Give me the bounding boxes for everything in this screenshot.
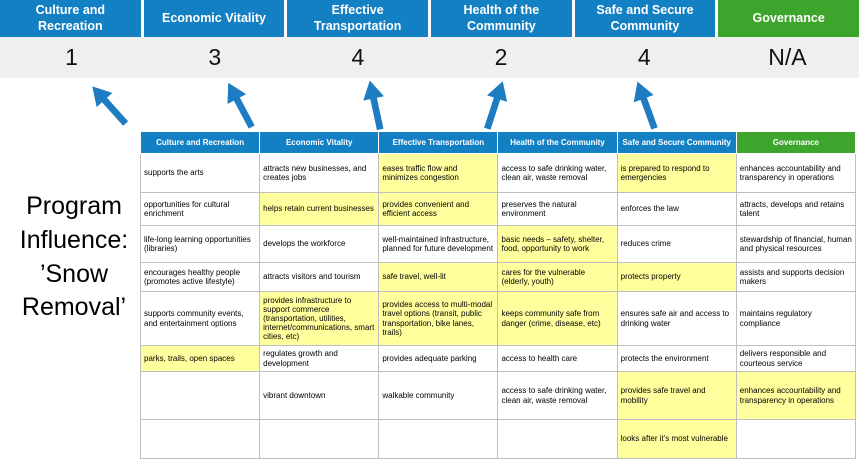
matrix-cell: opportunities for cultural enrichment xyxy=(139,192,261,226)
influence-arrow-economic xyxy=(227,82,255,129)
matrix-cell: ensures safe air and access to drinking … xyxy=(616,291,737,346)
category-header-health-of-the-community: Health of the Community xyxy=(431,0,572,37)
category-header-governance: Governance xyxy=(718,0,859,37)
matrix-cell: provides safe travel and mobility xyxy=(616,371,737,420)
matrix-cell: attracts visitors and tourism xyxy=(259,262,380,292)
matrix-cell: develops the workforce xyxy=(259,225,380,263)
score-health-of-the-community: 2 xyxy=(494,44,508,70)
table-row: vibrant downtown walkable community access… xyxy=(139,371,857,420)
matrix-header-effective-transportation: Effective Transportation xyxy=(378,131,499,154)
matrix-cell: regulates growth and development xyxy=(259,345,380,372)
category-header-economic-vitality: Economic Vitality xyxy=(143,0,285,37)
influence-table: Culture and Recreation Economic Vitality E… xyxy=(139,131,857,459)
matrix-cell: reduces crime xyxy=(616,225,737,263)
matrix-cell: keeps community safe from danger (crime,… xyxy=(497,291,618,346)
matrix-header-culture-and-recreation: Culture and Recreation xyxy=(139,131,261,154)
matrix-cell: walkable community xyxy=(378,371,499,420)
matrix-cell: provides adequate parking xyxy=(378,345,499,372)
table-row: supports community events, and entertain… xyxy=(139,291,857,346)
matrix-cell: attracts, develops and retains talent xyxy=(735,192,857,226)
score-row: 1 3 4 2 4 N/A xyxy=(0,37,859,78)
table-row: life-long learning opportunities (librar… xyxy=(139,225,857,263)
matrix-body: supports the arts attracts new businesses… xyxy=(139,153,857,459)
score-economic-vitality: 3 xyxy=(208,44,222,70)
matrix-cell: provides infrastructure to support comme… xyxy=(259,291,380,346)
matrix-cell: provides access to multi-modal travel op… xyxy=(378,291,499,346)
matrix-cell: is prepared to respond to emergencies xyxy=(616,153,737,193)
matrix-cell xyxy=(378,419,499,459)
influence-arrow-culture xyxy=(92,86,129,126)
matrix-cell: assists and supports decision makers xyxy=(735,262,857,292)
matrix-cell: enhances accountability and transparency… xyxy=(735,371,857,420)
score-culture-and-recreation: 1 xyxy=(65,44,78,70)
matrix-cell xyxy=(139,371,261,420)
matrix-cell xyxy=(735,419,857,459)
table-row: supports the arts attracts new businesses… xyxy=(139,153,857,193)
matrix-cell: looks after it's most vulnerable xyxy=(616,419,737,459)
matrix-cell: vibrant downtown xyxy=(259,371,380,420)
matrix-cell: cares for the vulnerable (elderly, youth… xyxy=(497,262,618,292)
matrix-cell xyxy=(139,419,261,459)
matrix-cell: life-long learning opportunities (librar… xyxy=(139,225,261,263)
matrix-cell: encourages healthy people (promotes acti… xyxy=(139,262,261,292)
matrix-cell xyxy=(259,419,380,459)
matrix-cell: provides convenient and efficient access xyxy=(378,192,499,226)
score-governance: N/A xyxy=(768,44,807,70)
program-title: Program Influence: ’Snow Removal’ xyxy=(19,192,129,322)
matrix-cell: supports the arts xyxy=(139,153,261,193)
matrix-cell: protects property xyxy=(616,262,737,292)
influence-arrow-safety xyxy=(633,81,658,130)
matrix-cell: helps retain current businesses xyxy=(259,192,380,226)
matrix-header-economic-vitality: Economic Vitality xyxy=(259,131,380,154)
matrix-cell: attracts new businesses, and creates job… xyxy=(259,153,380,193)
matrix-cell xyxy=(497,419,618,459)
matrix-cell: stewardship of financial, human and phys… xyxy=(735,225,857,263)
matrix-cell: well-maintained infrastructure, planned … xyxy=(378,225,499,263)
matrix-cell: access to health care xyxy=(497,345,618,372)
category-header-effective-transportation: Effective Transportation xyxy=(287,0,428,37)
matrix-cell: preserves the natural environment xyxy=(497,192,618,226)
matrix-cell: delivers responsible and courteous servi… xyxy=(735,345,857,372)
matrix-header-governance: Governance xyxy=(735,131,857,154)
score-safe-and-secure-community: 4 xyxy=(637,44,651,70)
matrix-cell: access to safe drinking water, clean air… xyxy=(497,371,618,420)
influence-arrow-health xyxy=(484,81,508,130)
matrix-cell: enhances accountability and transparency… xyxy=(735,153,857,193)
category-header-row: Culture and Recreation Economic Vitality E… xyxy=(0,0,859,37)
matrix-cell: basic needs – safety, shelter, food, opp… xyxy=(497,225,618,263)
matrix-cell: parks, trails, open spaces xyxy=(139,345,261,372)
influence-arrow-transportation xyxy=(363,80,384,131)
table-row: encourages healthy people (promotes acti… xyxy=(139,262,857,292)
table-row: opportunities for cultural enrichment hel… xyxy=(139,192,857,226)
matrix-cell: safe travel, well-lit xyxy=(378,262,499,292)
matrix-cell: supports community events, and entertain… xyxy=(139,291,261,346)
matrix-cell: maintains regulatory compliance xyxy=(735,291,857,346)
category-header-safe-and-secure-community: Safe and Secure Community xyxy=(574,0,716,37)
table-row: parks, trails, open spaces regulates grow… xyxy=(139,345,857,372)
matrix-header-health-of-the-community: Health of the Community xyxy=(497,131,618,154)
category-header-culture-and-recreation: Culture and Recreation xyxy=(0,0,141,37)
matrix-cell: access to safe drinking water, clean air… xyxy=(497,153,618,193)
table-row: looks after it's most vulnerable xyxy=(139,419,857,459)
score-effective-transportation: 4 xyxy=(351,44,365,70)
matrix-cell: enforces the law xyxy=(616,192,737,226)
matrix-cell: eases traffic flow and minimizes congest… xyxy=(378,153,499,193)
matrix-header-safe-and-secure-community: Safe and Secure Community xyxy=(616,131,737,154)
matrix-header-row: Culture and Recreation Economic Vitality E… xyxy=(139,131,857,154)
matrix-cell: protects the environment xyxy=(616,345,737,372)
